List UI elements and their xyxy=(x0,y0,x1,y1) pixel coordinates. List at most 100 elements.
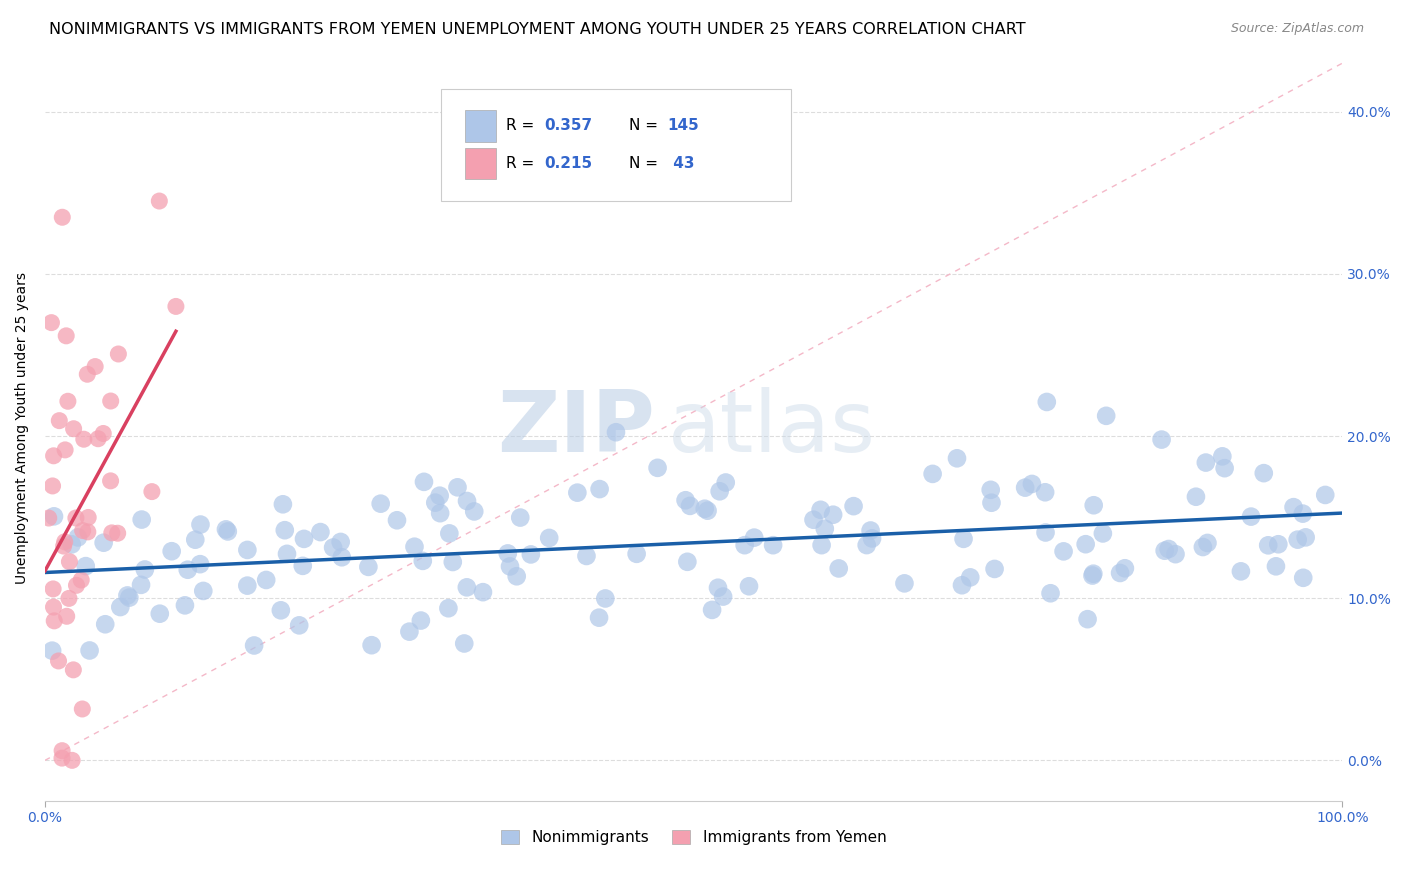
Point xyxy=(456,580,478,594)
Point xyxy=(357,560,380,574)
Point xyxy=(309,525,332,540)
Point xyxy=(437,601,460,615)
Point xyxy=(75,559,97,574)
Point xyxy=(254,573,277,587)
Point xyxy=(276,547,298,561)
FancyBboxPatch shape xyxy=(465,111,496,142)
Point xyxy=(370,497,392,511)
Point xyxy=(842,499,865,513)
Point xyxy=(100,394,122,409)
Text: ZIP: ZIP xyxy=(496,386,655,469)
Point xyxy=(87,432,110,446)
Point xyxy=(66,530,89,544)
Point xyxy=(496,546,519,560)
Point xyxy=(1211,450,1233,464)
Point xyxy=(1052,544,1074,558)
Point xyxy=(48,654,70,668)
Point xyxy=(330,550,353,565)
Point xyxy=(412,554,434,568)
Point xyxy=(322,541,344,555)
Point xyxy=(1192,540,1215,554)
Point xyxy=(53,442,76,457)
Point xyxy=(1213,461,1236,475)
Point xyxy=(193,583,215,598)
Point xyxy=(101,525,124,540)
Point xyxy=(1074,537,1097,551)
Point xyxy=(188,557,211,571)
Text: atlas: atlas xyxy=(668,386,876,469)
Point xyxy=(110,600,132,615)
Point xyxy=(1033,485,1056,500)
Point xyxy=(288,618,311,632)
Point xyxy=(707,581,730,595)
Point xyxy=(1021,477,1043,491)
Point xyxy=(1083,566,1105,581)
Point xyxy=(292,532,315,546)
Point xyxy=(1315,488,1337,502)
Point xyxy=(329,535,352,549)
Point xyxy=(190,517,212,532)
Point xyxy=(810,538,832,552)
Point xyxy=(1164,547,1187,561)
Point xyxy=(952,532,974,546)
Point xyxy=(65,511,87,525)
Point xyxy=(41,643,63,657)
Point xyxy=(409,614,432,628)
Point xyxy=(41,316,63,330)
Point xyxy=(413,475,436,489)
Point xyxy=(1265,559,1288,574)
Point xyxy=(1091,526,1114,541)
Point xyxy=(1230,565,1253,579)
Point xyxy=(1036,395,1059,409)
Text: 0.215: 0.215 xyxy=(544,156,592,170)
Point xyxy=(94,617,117,632)
Point xyxy=(184,533,207,547)
Point xyxy=(360,638,382,652)
Point xyxy=(823,508,845,522)
Point xyxy=(93,535,115,549)
Point xyxy=(1282,500,1305,515)
Point xyxy=(714,475,737,490)
Point xyxy=(107,347,129,361)
Point xyxy=(1253,466,1275,480)
Point xyxy=(679,499,702,513)
Point xyxy=(41,479,63,493)
Point xyxy=(165,300,187,314)
Point xyxy=(693,501,716,516)
Point xyxy=(134,562,156,576)
Point xyxy=(1240,509,1263,524)
Point xyxy=(959,570,981,584)
Point xyxy=(79,643,101,657)
Point xyxy=(855,538,877,552)
Point xyxy=(588,610,610,624)
Point xyxy=(509,510,531,524)
Point xyxy=(734,538,756,552)
Point xyxy=(859,524,882,538)
Point xyxy=(100,474,122,488)
Text: Source: ZipAtlas.com: Source: ZipAtlas.com xyxy=(1230,22,1364,36)
Point xyxy=(131,512,153,526)
Point xyxy=(538,531,561,545)
Point xyxy=(60,537,83,551)
Point xyxy=(1295,530,1317,544)
Point xyxy=(217,524,239,539)
Point xyxy=(62,422,84,436)
Point xyxy=(72,524,94,538)
Point xyxy=(575,549,598,563)
Point xyxy=(676,555,699,569)
Point xyxy=(1083,498,1105,512)
Point xyxy=(647,460,669,475)
Point xyxy=(1157,541,1180,556)
Point xyxy=(236,543,259,558)
Point xyxy=(62,663,84,677)
Point xyxy=(51,744,73,758)
Point xyxy=(291,558,314,573)
Point xyxy=(696,504,718,518)
Point xyxy=(270,603,292,617)
Point xyxy=(429,506,451,520)
Point xyxy=(463,504,485,518)
Point xyxy=(803,513,825,527)
Text: 145: 145 xyxy=(668,119,699,134)
Point xyxy=(983,562,1005,576)
Point xyxy=(174,599,197,613)
